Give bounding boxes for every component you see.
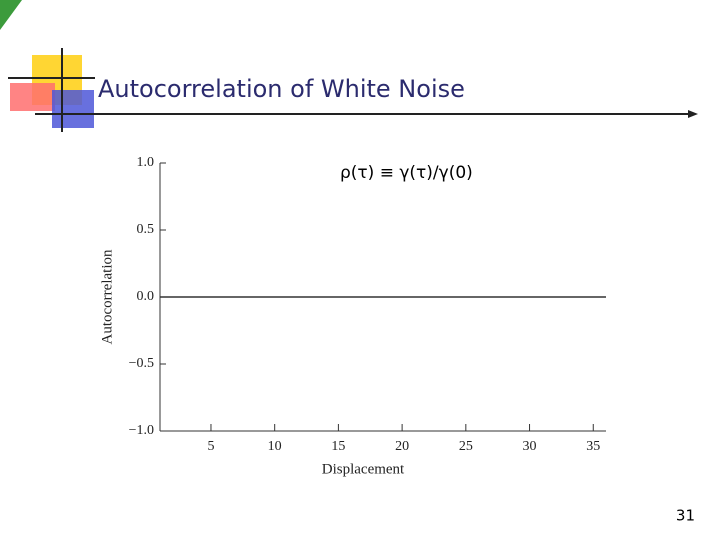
slide-title: Autocorrelation of White Noise (98, 75, 465, 103)
y-axis-label: Autocorrelation (99, 249, 115, 344)
deco-red (10, 83, 55, 111)
x-tick-label: 25 (459, 439, 473, 454)
y-tick-label: 0.0 (137, 289, 155, 304)
annotation: ρ(τ) ≡ γ(τ)/γ(0) (340, 163, 473, 183)
x-tick-label: 15 (331, 439, 345, 454)
y-tick-label: −1.0 (129, 423, 154, 438)
y-tick-label: 0.5 (137, 222, 155, 237)
y-tick-label: −0.5 (129, 356, 154, 371)
x-axis-label: Displacement (322, 461, 405, 477)
y-tick-label: 1.0 (137, 155, 155, 170)
x-tick-label: 5 (207, 439, 214, 454)
x-tick-label: 20 (395, 439, 409, 454)
deco-blue (52, 90, 94, 128)
corner-triangle (0, 0, 22, 30)
x-tick-label: 35 (586, 439, 600, 454)
chart: −1.0 −0.5 0.0 0.5 1.0 5 10 15 20 25 30 35 Displaceme… (99, 155, 606, 477)
x-tick-label: 30 (523, 439, 537, 454)
page-number: 31 (676, 507, 695, 525)
rule-arrow (688, 110, 698, 118)
x-tick-label: 10 (268, 439, 282, 454)
